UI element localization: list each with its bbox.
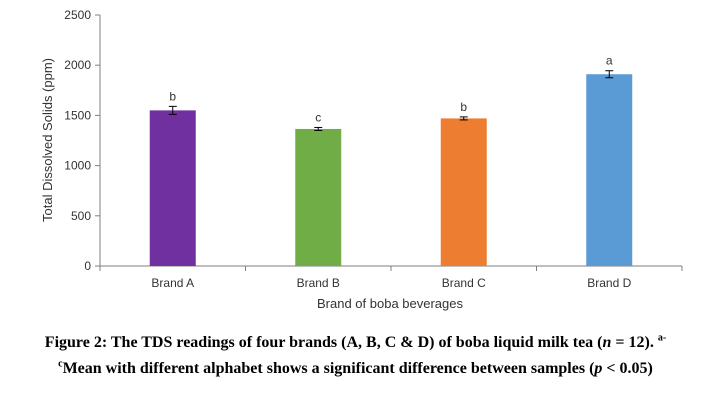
significance-label: b [169, 89, 176, 103]
x-tick-label: Brand A [151, 276, 194, 290]
y-tick-label: 1000 [64, 159, 91, 173]
significance-label: c [315, 110, 321, 124]
bar [586, 74, 633, 267]
figure-caption: Figure 2: The TDS readings of four brand… [0, 330, 711, 382]
y-axis: 0 500 1000 1500 2000 2500 [64, 8, 101, 273]
y-tick-label: 2500 [64, 8, 91, 22]
bar [149, 110, 196, 266]
caption-n-value: = 12). [611, 334, 658, 351]
x-axis: Brand A Brand B Brand C Brand D [99, 265, 683, 290]
bar [440, 118, 487, 266]
y-tick-label: 1500 [64, 108, 91, 122]
caption-n-var: n [602, 334, 612, 351]
x-tick-label: Brand C [442, 276, 486, 290]
bars: b c b a [149, 54, 633, 267]
x-tick-label: Brand B [297, 276, 340, 290]
y-tick-label: 2000 [64, 58, 91, 72]
x-tick-label: Brand D [587, 276, 631, 290]
y-tick-label: 0 [84, 259, 91, 273]
caption-end: < 0.05) [602, 360, 653, 377]
y-axis-title: Total Dissolved Solids (ppm) [40, 58, 55, 222]
caption-sup-2: c [58, 358, 63, 370]
caption-middle: Mean with different alphabet shows a sig… [62, 360, 595, 377]
bar [295, 128, 342, 266]
caption-p-var: p [594, 360, 603, 377]
significance-label: a [606, 54, 613, 68]
caption-prefix: Figure 2: The TDS readings of four brand… [44, 334, 603, 351]
x-axis-title: Brand of boba beverages [317, 296, 463, 311]
y-tick-label: 500 [71, 209, 91, 223]
caption-sup-1: a- [657, 332, 667, 344]
significance-label: b [460, 100, 467, 114]
